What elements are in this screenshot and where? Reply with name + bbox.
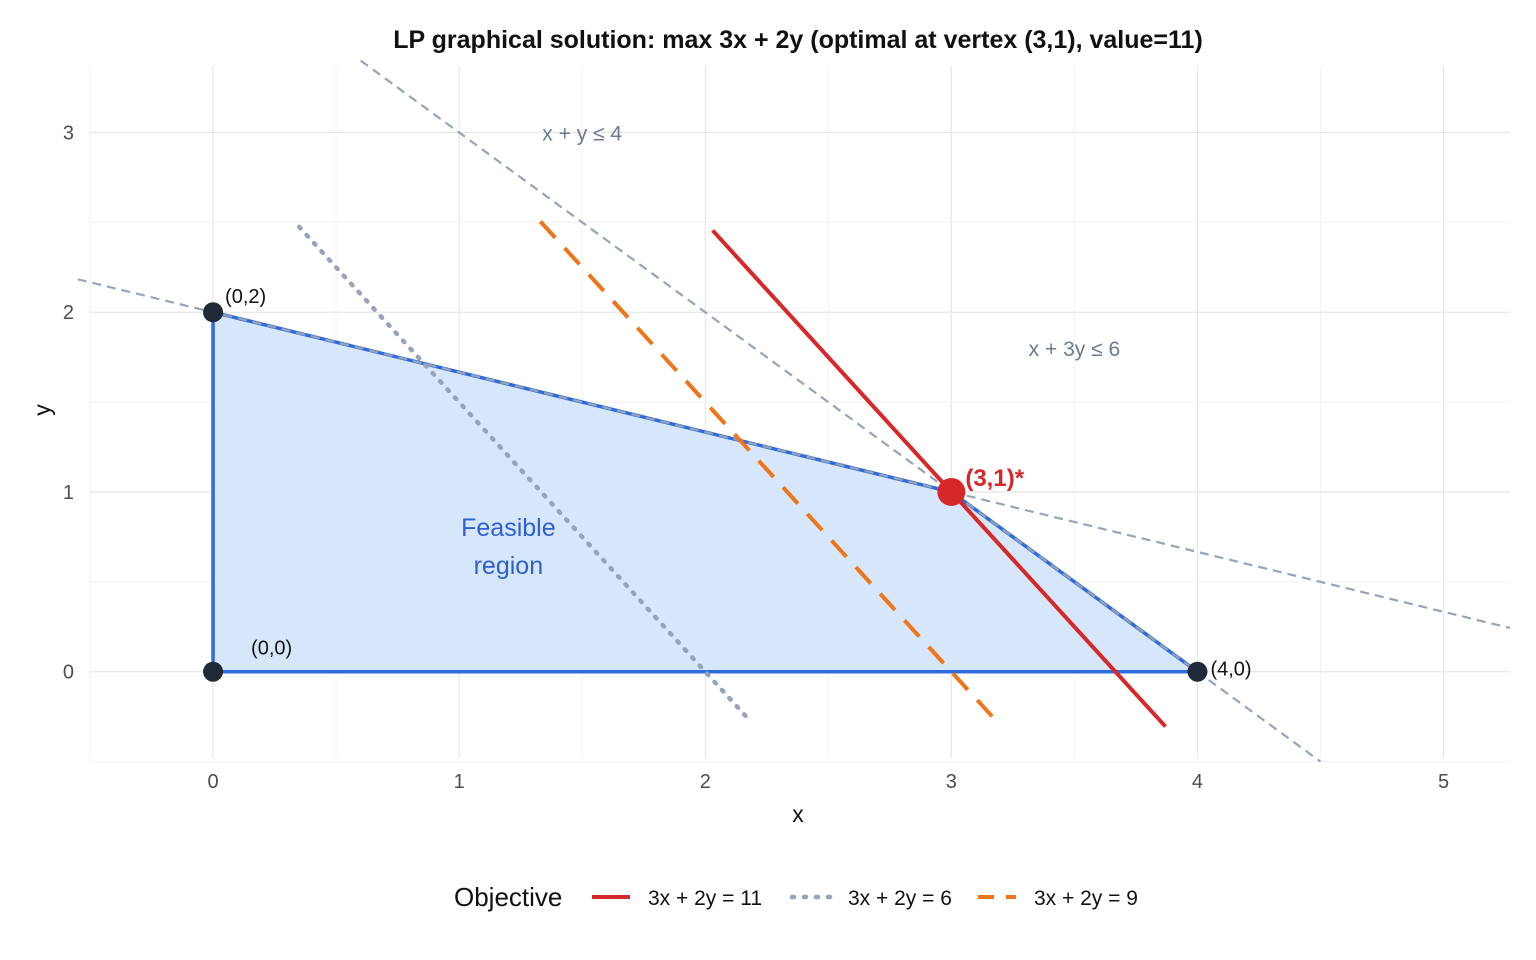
legend: Objective 3x + 2y = 11 3x + 2y = 6 3x + 2y… — [454, 882, 1138, 912]
vertex-label: (0,0) — [251, 638, 292, 660]
x-tick-label: 3 — [946, 771, 957, 793]
x-tick-label: 1 — [454, 771, 465, 793]
x-axis-label: x — [792, 801, 804, 827]
constraint-line-1 — [77, 278, 1511, 630]
objective-line-0 — [711, 229, 1167, 728]
constraint-lines — [77, 59, 1511, 763]
vertex-point-1 — [203, 302, 224, 323]
vertex-points — [203, 302, 1208, 682]
objective-line-1 — [296, 224, 752, 723]
constraint-label: x + y ≤ 4 — [542, 123, 622, 146]
x-tick-label: 0 — [207, 771, 218, 793]
vertex-point-2 — [1187, 661, 1208, 682]
legend-entry-label: 3x + 2y = 11 — [648, 887, 762, 910]
optimal-label: (3,1)* — [965, 465, 1024, 492]
vertex-label: (0,2) — [225, 286, 266, 308]
vertex-label: (4,0) — [1210, 659, 1251, 681]
x-tick-label: 2 — [700, 771, 711, 793]
x-tick-label: 4 — [1192, 771, 1203, 793]
optimal-point — [937, 477, 966, 506]
axis-ticks: 0 1 2 3 4 5 0 1 2 3 — [63, 123, 1449, 793]
constraint-line-0 — [360, 59, 1322, 763]
y-tick-label: 3 — [63, 123, 74, 145]
legend-entry-label: 3x + 2y = 9 — [1034, 887, 1138, 910]
vertex-point-0 — [203, 661, 224, 682]
objective-lines — [296, 220, 1167, 728]
y-tick-label: 2 — [63, 302, 74, 324]
x-tick-label: 5 — [1438, 771, 1449, 793]
legend-entry-label: 3x + 2y = 6 — [848, 887, 952, 910]
constraint-label: x + 3y ≤ 6 — [1029, 338, 1121, 361]
annotations: (0,0) (0,2) (4,0) (3,1)* x + y ≤ 4 x + 3y ≤ 6… — [225, 123, 1252, 681]
legend-title: Objective — [454, 882, 562, 912]
region-label: Feasible region — [461, 514, 556, 580]
y-tick-label: 0 — [63, 662, 74, 684]
chart-title: LP graphical solution: max 3x + 2y (opti… — [393, 26, 1203, 54]
y-tick-label: 1 — [63, 482, 74, 504]
y-axis-label: y — [29, 404, 55, 416]
objective-line-2 — [538, 220, 998, 722]
